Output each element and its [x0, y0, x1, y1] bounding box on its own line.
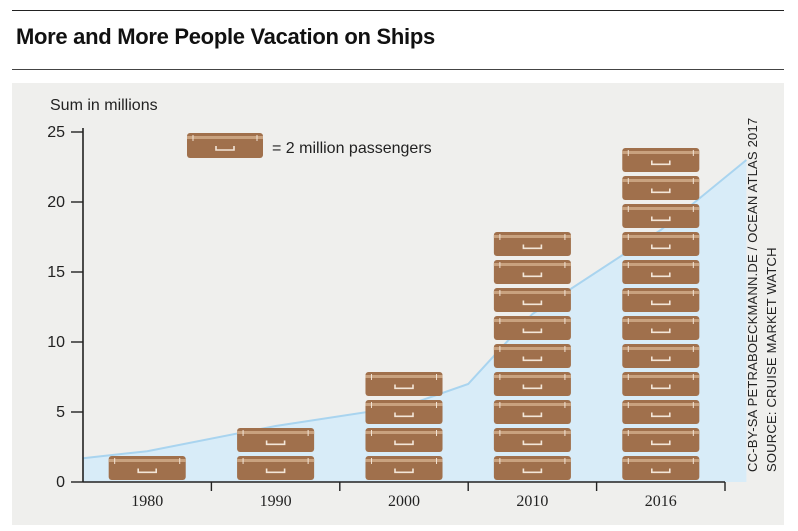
suitcase-icon [493, 456, 571, 480]
x-tick-label: 2016 [645, 493, 677, 510]
suitcase-icon [493, 344, 571, 368]
credit-source: SOURCE: CRUISE MARKET WATCH [764, 247, 779, 472]
y-tick-label: 15 [47, 264, 65, 281]
suitcase-icon [622, 260, 700, 284]
suitcase-icon [622, 176, 700, 200]
suitcase-icon [622, 372, 700, 396]
suitcase-icon [493, 232, 571, 256]
suitcase-icon [493, 428, 571, 452]
bar-stack-2010 [493, 232, 571, 480]
bar-stack-2016 [622, 148, 700, 480]
top-rule [12, 10, 784, 11]
suitcase-icon [622, 428, 700, 452]
bar-stack-1980 [108, 456, 186, 480]
suitcase-icon [237, 428, 315, 452]
legend-suitcase-icon [187, 133, 263, 158]
suitcase-icon [365, 456, 443, 480]
suitcase-icon [622, 148, 700, 172]
x-tick-label: 2010 [516, 493, 548, 510]
y-axis-label: Sum in millions [50, 97, 158, 114]
y-tick-label: 0 [56, 474, 65, 491]
suitcase-icon [365, 428, 443, 452]
suitcase-icon [622, 344, 700, 368]
suitcase-icon [108, 456, 186, 480]
credit-license: CC-BY-SA PETRABOECKMANN.DE / OCEAN ATLAS… [745, 118, 760, 472]
y-tick-label: 10 [47, 334, 65, 351]
chart-title: More and More People Vacation on Ships [16, 24, 435, 49]
suitcase-icon [622, 288, 700, 312]
title-rule [12, 69, 784, 70]
suitcase-icon [237, 456, 315, 480]
suitcase-icon [493, 288, 571, 312]
suitcase-icon [622, 204, 700, 228]
y-tick-label: 5 [56, 404, 65, 421]
suitcase-icon [493, 400, 571, 424]
y-tick-label: 25 [47, 124, 65, 141]
suitcase-icon [622, 400, 700, 424]
bar-stack-1990 [237, 428, 315, 480]
suitcase-icon [493, 372, 571, 396]
trend-area [83, 160, 747, 482]
suitcase-icon [622, 456, 700, 480]
bar-stack-2000 [365, 372, 443, 480]
x-tick-label: 1990 [260, 493, 292, 510]
legend-label: = 2 million passengers [272, 140, 432, 157]
suitcase-icon [493, 316, 571, 340]
suitcase-icon [365, 400, 443, 424]
suitcase-icon [493, 260, 571, 284]
suitcase-icon [622, 232, 700, 256]
x-tick-label: 1980 [131, 493, 163, 510]
x-tick-label: 2000 [388, 493, 420, 510]
suitcase-icon [622, 316, 700, 340]
y-tick-label: 20 [47, 194, 65, 211]
suitcase-icon [365, 372, 443, 396]
